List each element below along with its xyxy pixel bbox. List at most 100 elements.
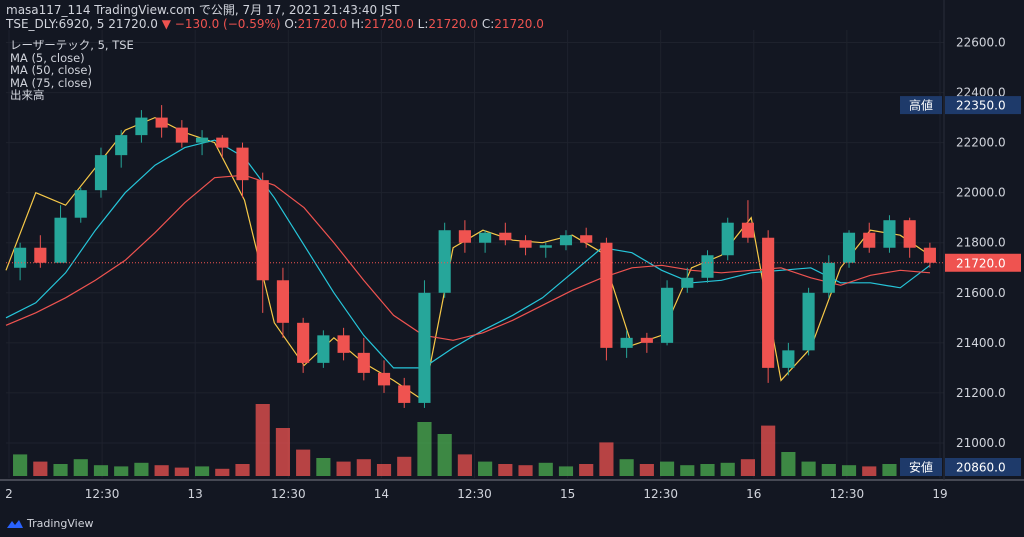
candle-body bbox=[559, 235, 573, 246]
candle-body bbox=[94, 155, 108, 191]
publish-info: masa117_114 TradingView.com で公開, 7月 17, … bbox=[6, 3, 400, 17]
candle-body bbox=[377, 372, 391, 386]
volume-bar bbox=[801, 461, 816, 476]
legend-ma5[interactable]: MA (5, close) bbox=[10, 50, 85, 65]
volume-bar bbox=[275, 428, 291, 476]
volume-bar bbox=[498, 464, 513, 476]
candle-body bbox=[297, 322, 310, 363]
volume-bar bbox=[841, 465, 857, 476]
volume-bar bbox=[478, 461, 493, 476]
volume-bar bbox=[296, 449, 311, 476]
candle-body bbox=[115, 135, 128, 156]
volume-bar bbox=[761, 425, 776, 476]
x-tick-label: 12:30 bbox=[271, 487, 306, 501]
x-tick-label: 13 bbox=[188, 487, 203, 501]
volume-bar bbox=[154, 465, 169, 476]
candle-body bbox=[923, 247, 936, 263]
candle-body bbox=[135, 117, 148, 136]
candle-body bbox=[276, 280, 289, 323]
ma-line-1 bbox=[5, 139, 931, 369]
x-tick-label: 12:30 bbox=[85, 487, 120, 501]
legend-ma50[interactable]: MA (50, close) bbox=[10, 63, 92, 78]
legend-symbol[interactable]: レーザーテック, 5, TSE bbox=[10, 38, 134, 52]
candle-body bbox=[398, 385, 411, 403]
high-value-box bbox=[945, 96, 1021, 115]
candle-body bbox=[741, 222, 754, 238]
candle-body bbox=[863, 232, 876, 248]
volume-bar bbox=[235, 464, 250, 476]
legend-ma75[interactable]: MA (75, close) bbox=[10, 75, 92, 90]
volume-bar bbox=[558, 466, 574, 476]
candle-body bbox=[74, 190, 87, 218]
candle-body bbox=[14, 247, 27, 268]
volume-bar bbox=[862, 466, 877, 476]
candle-body bbox=[337, 335, 350, 353]
volume-bar bbox=[538, 462, 553, 476]
candle-body bbox=[499, 232, 512, 241]
candle-body bbox=[418, 292, 431, 403]
candle-body bbox=[458, 230, 471, 243]
candle-body bbox=[155, 117, 168, 128]
y-tick-label: 22000.0 bbox=[956, 186, 1006, 200]
candle-body bbox=[216, 137, 229, 148]
candle-body bbox=[317, 335, 330, 363]
candle-body bbox=[438, 230, 451, 293]
volume-bar bbox=[518, 465, 533, 476]
candle-body bbox=[600, 242, 613, 348]
y-tick-label: 21400.0 bbox=[956, 336, 1006, 350]
volume-bar bbox=[781, 452, 796, 476]
tradingview-brand[interactable]: TradingView bbox=[6, 517, 93, 530]
volume-bar bbox=[356, 459, 371, 476]
volume-bar bbox=[53, 464, 68, 476]
y-tick-label: 22400.0 bbox=[956, 86, 1006, 100]
close-value: 21720.0 bbox=[494, 17, 544, 31]
volume-bar bbox=[73, 459, 88, 476]
volume-bar bbox=[579, 464, 594, 476]
volume-bar bbox=[659, 461, 675, 476]
low-label-text: 安値 bbox=[909, 460, 933, 475]
volume-bar bbox=[599, 442, 614, 476]
legend-volume[interactable]: 出来高 bbox=[10, 88, 45, 103]
high-value-text: 22350.0 bbox=[956, 99, 1006, 113]
x-tick-label: 19 bbox=[932, 487, 947, 501]
volume-bar bbox=[417, 422, 432, 476]
x-tick-label: 14 bbox=[374, 487, 389, 501]
volume-bar bbox=[457, 454, 472, 476]
brand-label: TradingView bbox=[27, 517, 94, 530]
last-price-text: 21720.0 bbox=[956, 256, 1006, 270]
high-label-text: 高値 bbox=[909, 98, 933, 113]
down-arrow-icon: ▼ bbox=[161, 17, 171, 31]
candle-body bbox=[479, 232, 492, 243]
volume-bar bbox=[821, 464, 836, 476]
ohlc-bar: TSE_DLY:6920, 5 21720.0 ▼ −130.0 (−0.59%… bbox=[6, 17, 544, 31]
volume-bar bbox=[134, 462, 149, 476]
candle-body bbox=[903, 220, 916, 248]
high-label: H: bbox=[351, 17, 365, 31]
candle-body bbox=[721, 222, 734, 256]
candle-body bbox=[175, 127, 188, 143]
x-tick-label: 12:30 bbox=[457, 487, 492, 501]
volume-bar bbox=[882, 464, 897, 476]
y-tick-label: 22200.0 bbox=[956, 136, 1006, 150]
indicator-legend: レーザーテック, 5, TSE MA (5, close) MA (50, cl… bbox=[10, 39, 134, 102]
open-label: O: bbox=[284, 17, 298, 31]
candle-body bbox=[782, 350, 795, 368]
candle-body bbox=[802, 292, 815, 351]
volume-bar bbox=[619, 459, 634, 476]
candle-body bbox=[701, 255, 714, 278]
x-tick-label: 12:30 bbox=[830, 487, 865, 501]
candle-body bbox=[640, 337, 653, 343]
candle-body bbox=[883, 220, 896, 248]
volume-bar bbox=[700, 464, 715, 476]
y-tick-label: 21000.0 bbox=[956, 436, 1006, 450]
high-label-box bbox=[900, 96, 942, 115]
volume-bar bbox=[397, 456, 412, 476]
candle-body bbox=[661, 287, 674, 343]
change-value: −130.0 (−0.59%) bbox=[174, 17, 281, 31]
candle-body bbox=[822, 262, 835, 293]
high-value: 21720.0 bbox=[364, 17, 414, 31]
candle-body bbox=[762, 237, 775, 368]
tradingview-logo-icon bbox=[7, 519, 23, 528]
candle-body bbox=[34, 247, 47, 263]
